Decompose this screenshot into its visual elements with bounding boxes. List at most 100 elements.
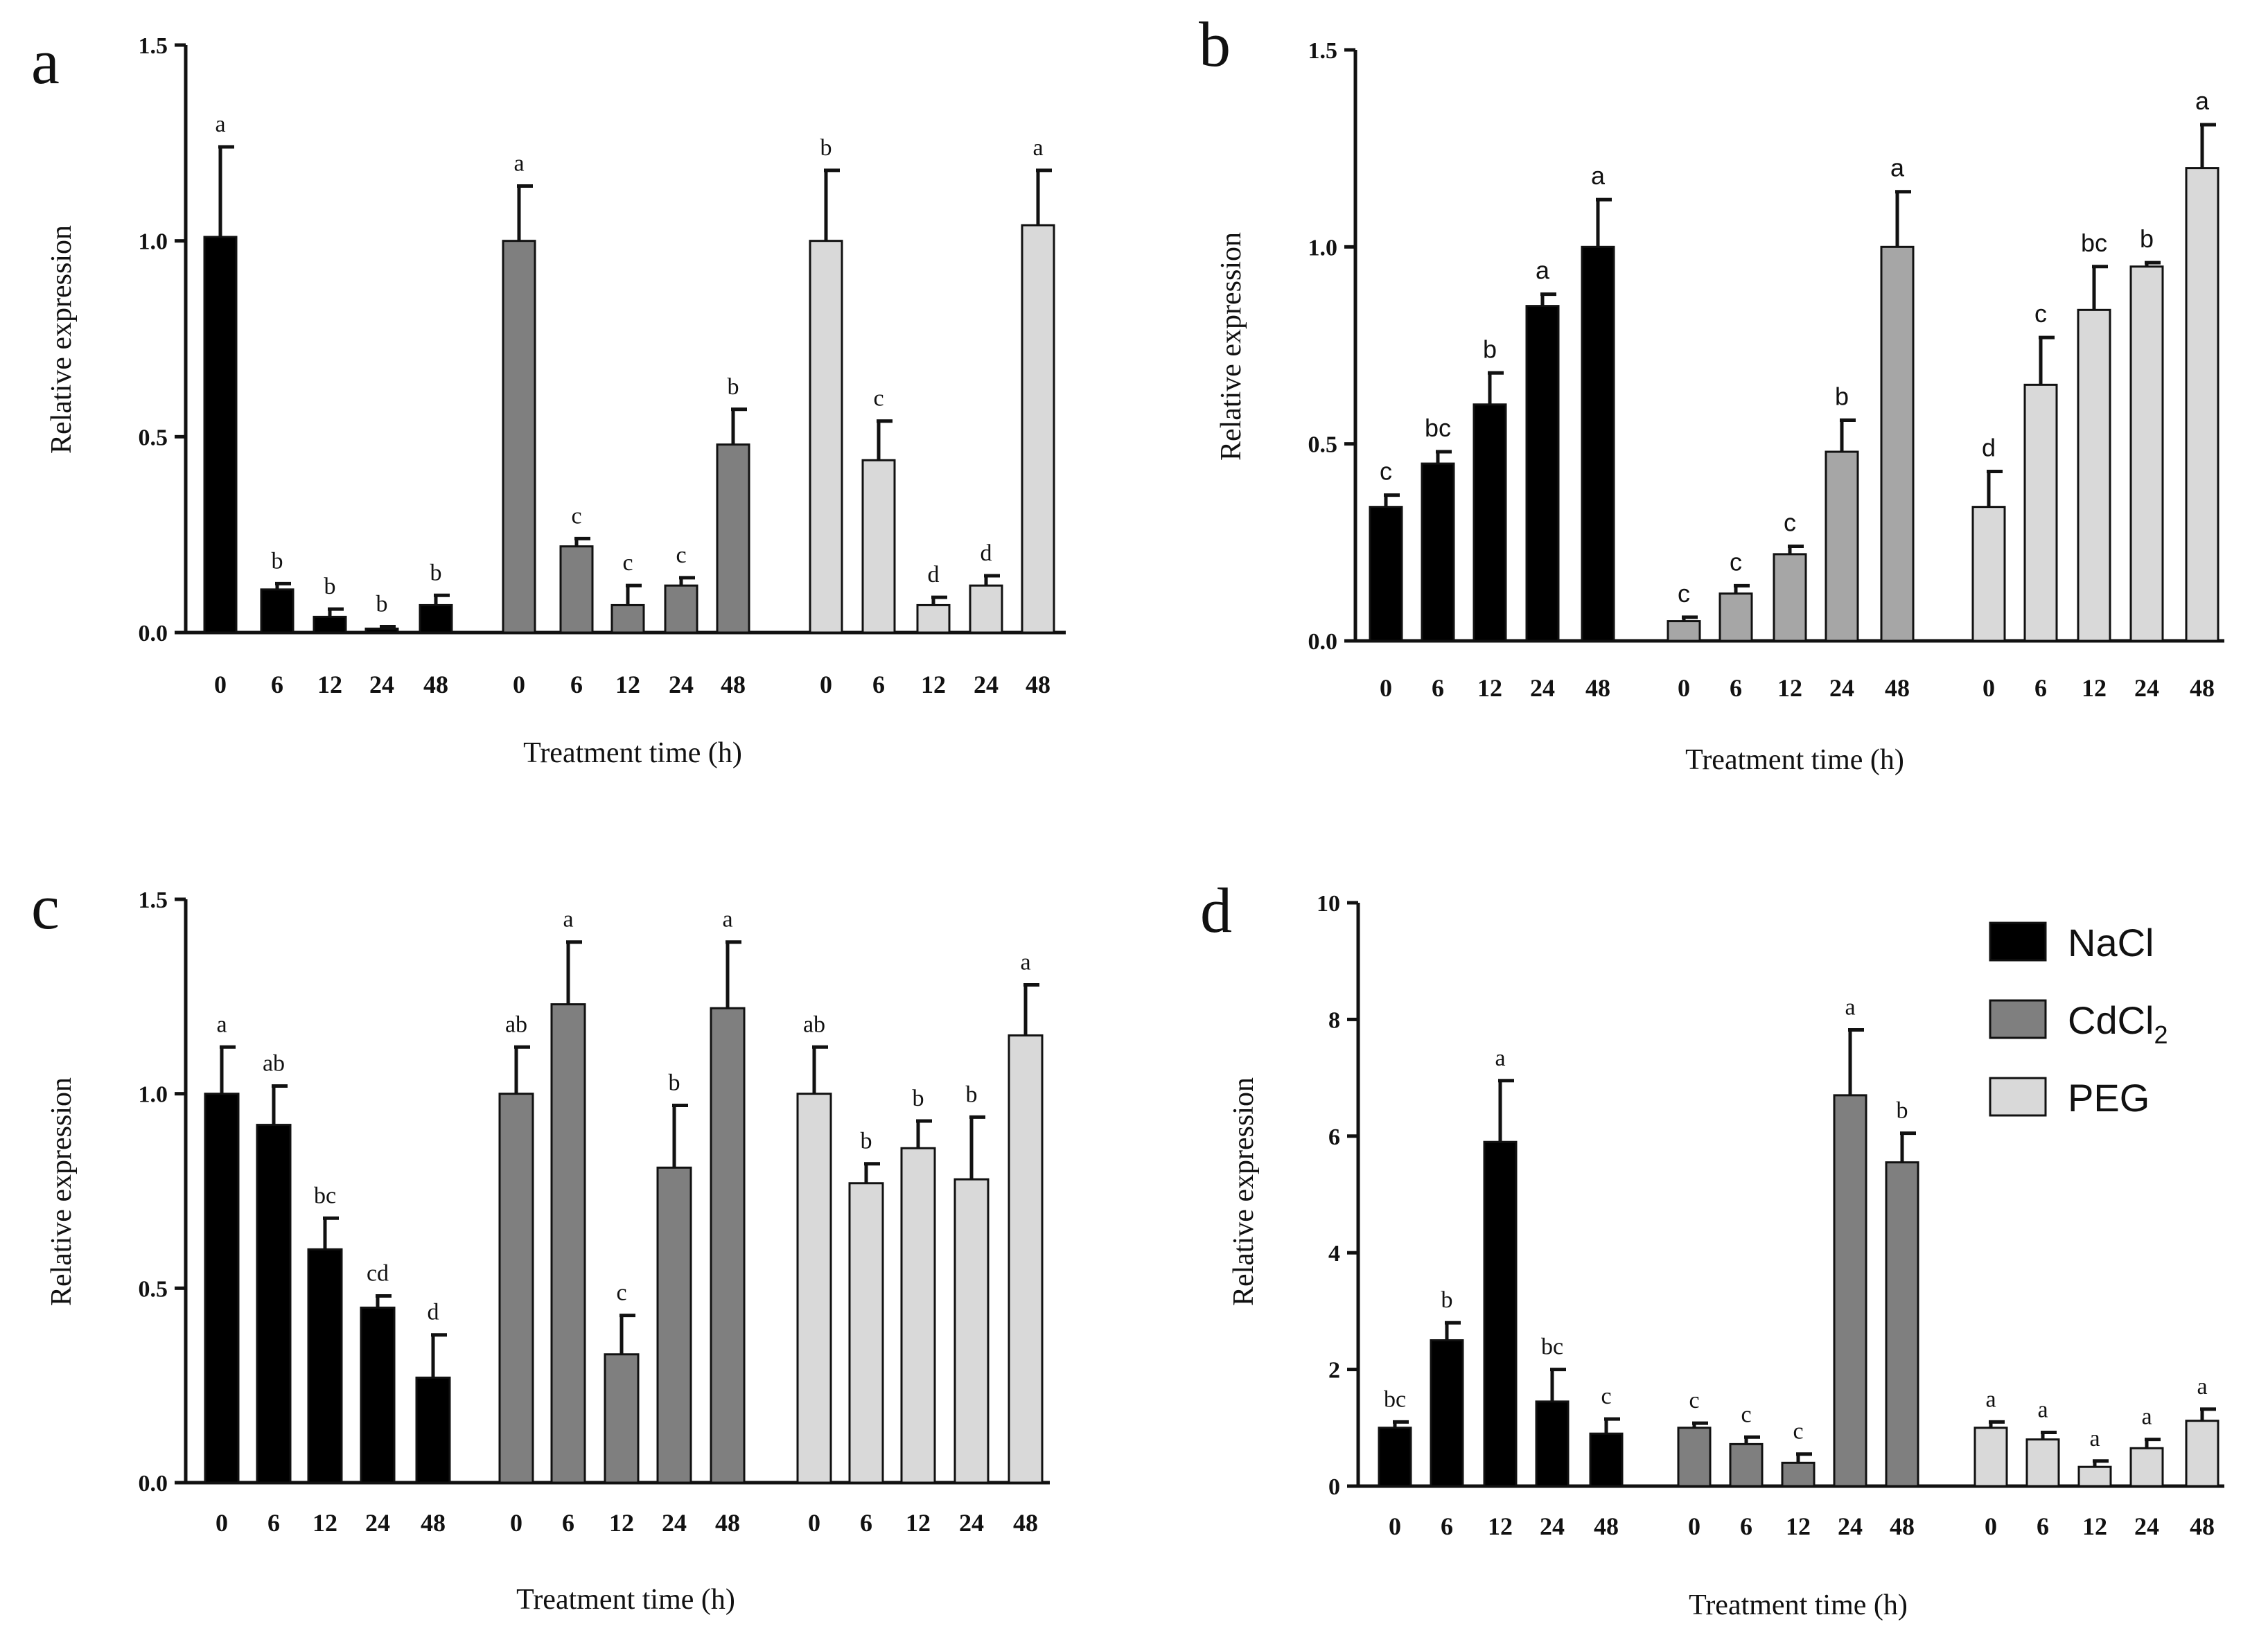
significance-letter: a xyxy=(1536,256,1550,285)
y-tick-label: 1.0 xyxy=(1308,235,1338,261)
y-tick-label: 0.5 xyxy=(139,1276,168,1302)
bar xyxy=(1369,506,1403,642)
significance-letter: d xyxy=(1982,433,1996,461)
x-tick-label: 0 xyxy=(1380,674,1392,702)
significance-letter: b xyxy=(430,560,442,585)
bar xyxy=(796,1093,832,1484)
x-tick-label: 0 xyxy=(1985,1512,1997,1540)
y-tick-label: 6 xyxy=(1328,1124,1340,1150)
x-tick-label: 24 xyxy=(1829,674,1854,702)
significance-letter: a xyxy=(513,151,524,177)
significance-letter: c xyxy=(873,386,884,412)
legend-swatch xyxy=(1989,999,2047,1039)
panel-label: c xyxy=(31,872,60,942)
bar xyxy=(953,1178,990,1484)
significance-letter: b xyxy=(1897,1098,1908,1124)
significance-letter: a xyxy=(1020,949,1030,975)
x-tick-label: 6 xyxy=(570,671,583,698)
significance-letter: a xyxy=(1032,135,1043,161)
significance-letter: b xyxy=(820,135,832,161)
x-tick-label: 6 xyxy=(1730,674,1742,702)
y-axis-title: Relative expression xyxy=(46,1077,78,1306)
series-CdCl2: a 0 c 6 c 12 c 24 b 48 xyxy=(502,151,750,698)
significance-letter: cd xyxy=(367,1261,389,1287)
x-tick-label: 12 xyxy=(1477,674,1502,702)
x-tick-label: 0 xyxy=(216,1509,228,1537)
significance-letter: a xyxy=(722,907,732,933)
x-tick-label: 48 xyxy=(1013,1509,1038,1537)
x-tick-label: 48 xyxy=(1890,1512,1915,1540)
x-tick-label: 6 xyxy=(271,671,283,698)
significance-letter: bc xyxy=(1384,1386,1406,1412)
x-tick-label: 6 xyxy=(2037,1512,2049,1540)
bar xyxy=(2025,1438,2060,1488)
x-axis-title: Treatment time (h) xyxy=(1689,1589,1908,1621)
significance-letter: a xyxy=(1845,995,1855,1021)
significance-letter: bc xyxy=(1425,414,1451,442)
bar xyxy=(1581,245,1615,642)
bar xyxy=(1483,1140,1518,1488)
bar xyxy=(2023,383,2058,642)
x-tick-label: 0 xyxy=(1688,1512,1700,1540)
bar xyxy=(604,1353,640,1484)
y-tick-label: 1.5 xyxy=(1308,38,1338,64)
x-tick-label: 6 xyxy=(2034,674,2047,702)
x-tick-label: 6 xyxy=(1740,1512,1752,1540)
x-tick-label: 12 xyxy=(313,1509,337,1537)
bar xyxy=(861,459,896,634)
bar xyxy=(1421,462,1455,642)
x-tick-label: 12 xyxy=(2082,1512,2107,1540)
significance-letter: b xyxy=(272,548,283,574)
significance-letter: a xyxy=(215,112,225,137)
bar xyxy=(1667,620,1701,642)
bar xyxy=(610,603,645,634)
significance-letter: bc xyxy=(314,1183,336,1208)
bar xyxy=(1589,1432,1624,1488)
y-axis-title: Relative expression xyxy=(1228,1077,1260,1306)
bar xyxy=(2129,1447,2164,1488)
x-tick-label: 24 xyxy=(369,671,394,698)
bar xyxy=(1525,305,1560,642)
bar xyxy=(2077,308,2111,642)
x-tick-label: 48 xyxy=(721,671,746,698)
y-tick-label: 1.5 xyxy=(139,33,168,59)
bar xyxy=(360,1306,396,1484)
bar xyxy=(203,236,238,634)
x-tick-label: 48 xyxy=(1594,1512,1619,1540)
legend-swatch xyxy=(1989,1077,2047,1117)
y-tick-label: 0.5 xyxy=(139,425,168,450)
x-tick-label: 48 xyxy=(2190,1512,2215,1540)
significance-letter: b xyxy=(861,1129,872,1154)
y-tick-label: 0 xyxy=(1328,1474,1340,1500)
bar xyxy=(256,1124,292,1484)
x-tick-label: 24 xyxy=(1540,1512,1565,1540)
y-axis-title: Relative expression xyxy=(46,225,78,454)
significance-letter: d xyxy=(928,562,940,588)
bar xyxy=(1729,1442,1764,1488)
x-tick-label: 0 xyxy=(510,1509,522,1537)
series-CdCl2: c 0 c 6 c 12 a 24 b 48 xyxy=(1677,995,1919,1540)
x-tick-label: 12 xyxy=(1488,1512,1513,1540)
x-tick-label: 0 xyxy=(820,671,832,698)
y-tick-label: 1.5 xyxy=(139,888,168,913)
significance-letter: b xyxy=(1835,382,1849,411)
bar xyxy=(664,584,698,634)
bar xyxy=(260,588,295,634)
series-NaCl: c 0 bc 6 b 12 a 24 a 48 xyxy=(1369,161,1615,702)
x-tick-label: 48 xyxy=(423,671,448,698)
legend-swatch xyxy=(1989,921,2047,962)
significance-letter: c xyxy=(2034,299,2047,328)
x-tick-label: 48 xyxy=(1585,674,1610,702)
significance-letter: a xyxy=(1985,1386,1996,1412)
significance-letter: b xyxy=(376,592,388,617)
bar xyxy=(2185,167,2219,642)
significance-letter: d xyxy=(981,540,992,566)
panel-label: a xyxy=(31,26,60,97)
y-tick-label: 10 xyxy=(1317,891,1340,917)
bar xyxy=(1825,450,1859,642)
x-tick-label: 48 xyxy=(715,1509,740,1537)
significance-letter: c xyxy=(676,542,686,568)
bar xyxy=(1833,1094,1867,1488)
y-tick-label: 8 xyxy=(1328,1007,1340,1033)
